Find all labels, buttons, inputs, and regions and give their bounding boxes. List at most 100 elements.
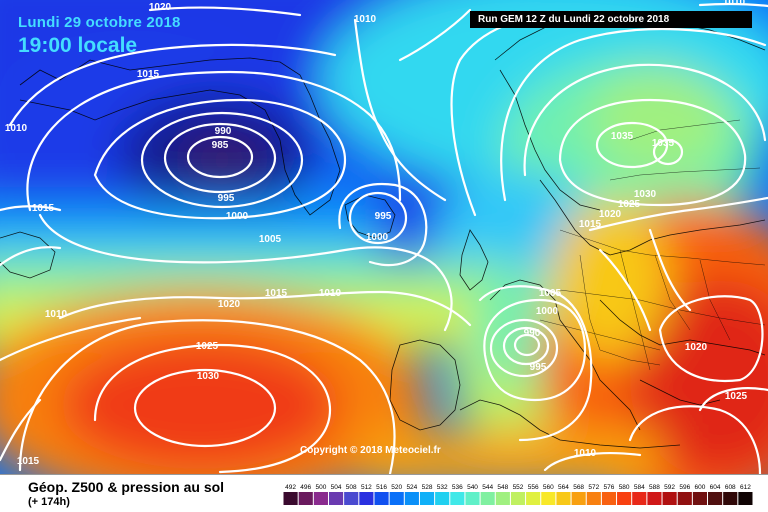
isobar-label: 1005 [259,234,282,245]
isobar-label: 1015 [17,456,40,467]
legend-swatch [284,492,298,505]
legend-value: 524 [406,484,417,491]
legend-value: 516 [376,484,387,491]
legend-swatch [663,492,677,505]
isobar-label: 1005 [539,288,562,299]
legend-value: 508 [346,484,357,491]
legend-swatch [526,492,540,505]
legend-value: 548 [497,484,508,491]
legend-value: 544 [482,484,493,491]
isobar-label: 1010 [5,123,28,134]
isobar-label: 1010 [45,309,68,320]
legend-value: 608 [725,484,736,491]
legend-value: 500 [315,484,326,491]
isobar-label: 1025 [196,341,219,352]
legend-swatch [572,492,586,505]
isobar-label: 990 [215,126,232,137]
legend-swatch [435,492,449,505]
legend-swatch [738,492,752,505]
isobar-label: 1010 [574,448,597,459]
legend-swatch [678,492,692,505]
isobar-label: 1020 [218,299,241,310]
legend-value: 504 [331,484,342,491]
legend-value: 580 [619,484,630,491]
isobar-label: 1000 [366,232,389,243]
isobar-label: 1015 [579,219,602,230]
isobar-label: 1010 [354,14,377,25]
legend-value: 496 [300,484,311,491]
legend-value: 492 [285,484,296,491]
legend-value: 556 [528,484,539,491]
legend-swatch [465,492,479,505]
legend-value: 584 [634,484,645,491]
isobar-label: 1020 [599,209,622,220]
legend-value: 568 [573,484,584,491]
map-title: Géop. Z500 & pression au sol [28,479,224,495]
footer-bar: Géop. Z500 & pression au sol (+ 174h) 49… [0,474,768,512]
legend-value: 540 [467,484,478,491]
legend-value: 528 [422,484,433,491]
isobar-label: 1030 [197,371,220,382]
isobar-label: 1010 [319,288,342,299]
legend-swatch [481,492,495,505]
geopotential-map: 1020 1010 1015 1010 990 985 995 1015 1000 995 1000… [0,0,768,474]
legend-value: 604 [710,484,721,491]
legend-swatch [405,492,419,505]
legend-value: 536 [452,484,463,491]
color-scale-legend: 492 496 500 504 508 512 516 520 524 528 532 536 540 5… [283,481,753,507]
isobar-label: 1010 [723,0,746,8]
legend-swatch [587,492,601,505]
legend-swatch [647,492,661,505]
isobar-label: 1035 [611,131,634,142]
copyright-text: Copyright © 2018 Meteociel.fr [300,445,441,456]
isobar-label: 1020 [149,2,172,13]
isobar-label: 1015 [137,69,160,80]
legend-swatch [450,492,464,505]
isobar-label: 1020 [685,342,708,353]
legend-swatch [374,492,388,505]
legend-value: 588 [649,484,660,491]
isobar-label: 1035 [652,138,675,149]
legend-swatch [632,492,646,505]
legend-value: 596 [679,484,690,491]
isobar-label: 1025 [725,391,748,402]
legend-swatch [344,492,358,505]
legend-value: 552 [513,484,524,491]
isobar-label: 995 [218,193,235,204]
legend-value: 560 [543,484,554,491]
legend-value: 612 [740,484,751,491]
legend-swatch [602,492,616,505]
legend-value: 512 [361,484,372,491]
legend-swatch [314,492,328,505]
forecast-local-time: 19:00 locale [18,34,137,58]
legend-swatch [723,492,737,505]
legend-swatch [693,492,707,505]
legend-value: 600 [695,484,706,491]
isobar-label: 985 [212,140,229,151]
legend-swatch [359,492,373,505]
legend-swatch [617,492,631,505]
isobar-label: 995 [375,211,392,222]
isobar-label: 995 [530,362,547,373]
isobar-label: 990 [524,328,541,339]
legend-swatch [496,492,510,505]
legend-swatch [420,492,434,505]
isobar-label: 1025 [618,199,641,210]
model-run-info: Run GEM 12 Z du Lundi 22 octobre 2018 [470,11,752,28]
legend-value: 592 [664,484,675,491]
legend-value: 532 [437,484,448,491]
legend-swatch [511,492,525,505]
legend-swatch [329,492,343,505]
isobar-label: 1000 [226,211,249,222]
legend-swatch [299,492,313,505]
legend-swatch [390,492,404,505]
isobar-label: 1015 [32,203,55,214]
isobar-label: 1015 [265,288,288,299]
legend-value: 576 [604,484,615,491]
forecast-date: Lundi 29 octobre 2018 [18,14,181,31]
legend-value: 520 [391,484,402,491]
legend-value: 564 [558,484,569,491]
isobar-label: 1000 [536,306,559,317]
legend-swatch [708,492,722,505]
